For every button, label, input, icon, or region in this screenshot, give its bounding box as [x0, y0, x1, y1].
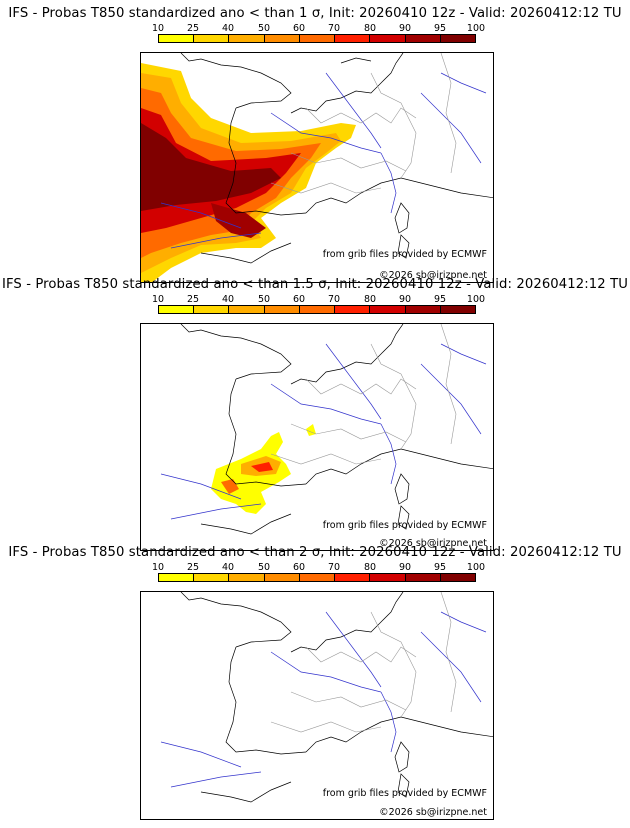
- scale-label: 70: [327, 294, 341, 305]
- panel-title: IFS - Probas T850 standardized ano < tha…: [8, 545, 622, 560]
- scale-bar: [158, 573, 476, 582]
- scale-label: 70: [327, 562, 341, 573]
- scale-label: 10: [151, 23, 165, 34]
- scale-label: 90: [398, 23, 412, 34]
- scale-label: 95: [433, 562, 447, 573]
- probability-color-scale: 10 25 40 50 60 70 80 90 95 100: [152, 562, 485, 582]
- coastlines: [180, 53, 493, 264]
- scale-label: 100: [466, 23, 486, 34]
- scale-swatch: [335, 306, 371, 313]
- scale-swatch: [299, 574, 336, 581]
- scale-swatch: [229, 35, 265, 42]
- scale-swatch: [405, 574, 441, 581]
- scale-swatch: [335, 35, 371, 42]
- rivers: [160, 343, 487, 520]
- scale-label: 50: [257, 294, 271, 305]
- scale-label: 25: [186, 294, 200, 305]
- scale-swatch: [299, 35, 336, 42]
- scale-swatch: [440, 574, 475, 581]
- map-layers: [141, 53, 493, 282]
- scale-label: 50: [257, 23, 271, 34]
- map-layers: [160, 592, 493, 803]
- credit-source: from grib files provided by ECMWF: [322, 249, 487, 260]
- scale-swatch: [440, 306, 475, 313]
- scale-label: 95: [433, 294, 447, 305]
- scale-label: 10: [151, 562, 165, 573]
- scale-swatch: [370, 306, 406, 313]
- scale-label: 95: [433, 23, 447, 34]
- scale-swatch: [159, 574, 195, 581]
- borders: [270, 324, 457, 465]
- scale-swatch: [264, 574, 300, 581]
- scale-label: 40: [221, 23, 235, 34]
- scale-swatch: [370, 35, 406, 42]
- scale-label: 25: [186, 562, 200, 573]
- scale-label: 60: [292, 294, 306, 305]
- scale-label: 60: [292, 23, 306, 34]
- scale-swatch: [194, 35, 230, 42]
- scale-swatch: [405, 306, 441, 313]
- scale-label: 100: [466, 294, 486, 305]
- credit-copyright: ©2026 sb@irizpne.net: [379, 538, 487, 549]
- credit-copyright: ©2026 sb@irizpne.net: [379, 807, 487, 818]
- coastlines: [180, 324, 493, 535]
- probability-map: from grib files provided by ECMWF ©2026 …: [140, 323, 494, 551]
- scale-swatch: [264, 35, 300, 42]
- credit-source: from grib files provided by ECMWF: [322, 520, 487, 531]
- borders: [270, 53, 457, 194]
- scale-swatch: [264, 306, 300, 313]
- scale-label: 25: [186, 23, 200, 34]
- probability-map: from grib files provided by ECMWF ©2026 …: [140, 591, 494, 820]
- scale-label: 80: [363, 23, 377, 34]
- rivers: [160, 72, 487, 249]
- scale-swatch: [194, 306, 230, 313]
- scale-swatch: [299, 306, 336, 313]
- scale-label: 50: [257, 562, 271, 573]
- scale-label: 80: [363, 294, 377, 305]
- scale-label: 80: [363, 562, 377, 573]
- probability-map: from grib files provided by ECMWF ©2026 …: [140, 52, 494, 283]
- scale-swatch: [159, 35, 195, 42]
- scale-swatch: [405, 35, 441, 42]
- probability-shading: [141, 63, 356, 282]
- credit-source: from grib files provided by ECMWF: [322, 788, 487, 799]
- probability-color-scale: 10 25 40 50 60 70 80 90 95 100: [152, 23, 485, 43]
- scale-bar: [158, 305, 476, 314]
- scale-swatch: [335, 574, 371, 581]
- scale-swatch: [229, 574, 265, 581]
- borders: [270, 592, 457, 733]
- map-layers: [160, 324, 493, 535]
- scale-swatch: [194, 574, 230, 581]
- scale-label: 90: [398, 562, 412, 573]
- coastlines: [180, 592, 493, 803]
- scale-label: 40: [221, 294, 235, 305]
- scale-bar: [158, 34, 476, 43]
- credit-copyright: ©2026 sb@irizpne.net: [379, 270, 487, 281]
- rivers: [160, 611, 487, 788]
- scale-label: 40: [221, 562, 235, 573]
- panel-title: IFS - Probas T850 standardized ano < tha…: [1, 277, 628, 292]
- scale-swatch: [229, 306, 265, 313]
- probability-color-scale: 10 25 40 50 60 70 80 90 95 100: [152, 294, 485, 314]
- scale-swatch: [440, 35, 475, 42]
- scale-label: 60: [292, 562, 306, 573]
- scale-label: 10: [151, 294, 165, 305]
- scale-label: 100: [466, 562, 486, 573]
- probability-shading: [211, 424, 316, 514]
- scale-swatch: [370, 574, 406, 581]
- scale-swatch: [159, 306, 195, 313]
- panel-title: IFS - Probas T850 standardized ano < tha…: [8, 6, 622, 21]
- scale-label: 70: [327, 23, 341, 34]
- scale-label: 90: [398, 294, 412, 305]
